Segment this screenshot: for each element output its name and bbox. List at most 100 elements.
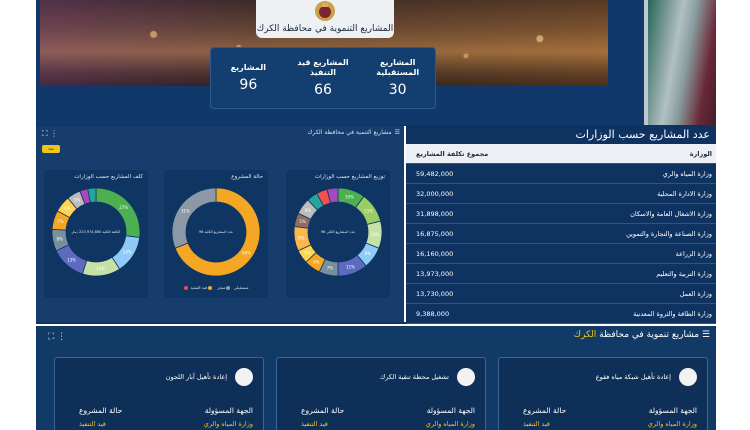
donut-chart-costs[interactable]: 27% 14% 14% 13% 8% 7% 6%5% الكلفة الكلية 223,97… (48, 184, 144, 280)
status-legend: مستقبلي منجز قيد التنفيذ (164, 285, 268, 290)
flag-image (648, 0, 716, 125)
hero-badge: المشاريع التنموية في محافظة الكرك (256, 0, 394, 38)
table-row[interactable]: وزارة التربية والتعليم 13,973,000 (406, 264, 716, 284)
legend-item[interactable]: منجز (217, 285, 231, 290)
ministry-table-panel: عدد المشاريع حسب الوزارات الوزارة مجموع … (404, 126, 716, 324)
donut-slice[interactable] (326, 187, 339, 204)
card-title: كلف المشاريع حسب الوزارات (74, 174, 143, 180)
ministry-cost: 32,000,000 (416, 189, 454, 198)
table-row[interactable]: وزارة الصناعة والتجارة والتموين 16,875,00… (406, 224, 716, 244)
projects-section: ⛶ ⋮ ☰ مشاريع تنموية في محافظة الكرك إعاد… (36, 324, 716, 430)
slice-label: 6% (313, 259, 320, 264)
ministry-name: وزارة العمل (679, 289, 712, 298)
status-value: قيد التنفيذ (523, 420, 550, 428)
slice-label: 5% (74, 198, 81, 203)
projects-section-title: ☰ مشاريع تنموية في محافظة الكرك (573, 330, 710, 340)
ministry-name: وزارة الصناعة والتجارة والتموين (626, 229, 712, 238)
stat-label: المشاريع المستقبلية (376, 58, 420, 77)
card-title: توزيع المشاريع حسب الوزارات (314, 174, 385, 180)
column-header[interactable]: الوزارة (689, 149, 712, 158)
status-label: حالة المشروع (523, 406, 567, 415)
charts-panel: ⛶ ⋮ ☰مشاريع التنمية في محافظة الكرك عدد … (36, 126, 404, 322)
ministry-name: وزارة الاشغال العامة والاسكان (630, 209, 712, 218)
slice-label: 14% (123, 249, 132, 254)
status-value: قيد التنفيذ (301, 420, 328, 428)
entity-value: وزارة المياه والري (203, 420, 253, 428)
ministry-cost: 31,898,000 (416, 209, 454, 218)
donut-slice[interactable] (171, 187, 217, 249)
table-row[interactable]: وزارة الطاقة والثروة المعدنية 9,388,000 (406, 304, 716, 324)
project-title: تشغيل محطة تنقية الكرك (379, 373, 449, 381)
entity-label: الجهة المسؤولة (648, 406, 697, 415)
slice-label: 10% (345, 194, 354, 199)
slice-label: 7% (57, 219, 64, 224)
card-title: حالة المشروع (231, 174, 263, 180)
jordan-emblem-icon (315, 1, 335, 21)
table-row[interactable]: وزارة الزراعة 16,160,000 (406, 244, 716, 264)
project-card[interactable]: إعادة تأهيل شبكة مياه فقوع الجهة المسؤولة… (498, 357, 708, 430)
slice-label: 11% (364, 209, 373, 214)
ministry-name: وزارة الطاقة والثروة المعدنية (633, 309, 712, 318)
slice-label: 5% (304, 250, 311, 255)
charts-panel-title: ☰مشاريع التنمية في محافظة الكرك (307, 129, 400, 136)
stat-value: 66 (314, 82, 332, 98)
slice-label: 7% (327, 266, 334, 271)
ministry-cost: 13,730,000 (416, 289, 454, 298)
slice-label: 31% (181, 209, 190, 214)
ministry-cost: 13,973,000 (416, 269, 454, 278)
donut-chart-distribution[interactable]: 10%11%10%8%11%7%6%5%9%5%6%عدد المشاريع ا… (290, 184, 386, 280)
entity-value: وزارة المياه والري (425, 420, 475, 428)
table-row[interactable]: وزارة الاشغال العامة والاسكان 31,898,000 (406, 204, 716, 224)
stat-label: المشاريع (230, 63, 266, 72)
status-value: قيد التنفيذ (79, 420, 106, 428)
ministry-cost: 9,388,000 (416, 309, 450, 318)
menu-icon[interactable]: ☰ (701, 330, 710, 340)
slice-label: 11% (346, 264, 355, 269)
project-title: إعادة تأهيل آبار اللجون (165, 373, 227, 381)
dashboard-page: المشاريع التنموية في محافظة الكرك المشار… (36, 0, 716, 430)
ministry-name: وزارة الادارة المحلية (657, 189, 712, 198)
donut-slice[interactable] (174, 187, 261, 277)
table-header-row: الوزارة مجموع تكلفة المشاريع (406, 144, 716, 164)
slice-label: 8% (365, 251, 372, 256)
table-row[interactable]: وزارة الادارة المحلية 32,000,000 (406, 184, 716, 204)
card-status: حالة المشروع 69% 31% عدد المشاريع الكلية 9… (164, 170, 268, 298)
donut-center-label: عدد المشاريع الكلي 96 (321, 230, 355, 234)
card-costs: كلف المشاريع حسب الوزارات 27% 14% 14% 13% 8%… (44, 170, 148, 298)
project-title: إعادة تأهيل شبكة مياه فقوع (595, 373, 671, 381)
ministry-table: الوزارة مجموع تكلفة المشاريع وزارة الميا… (406, 144, 716, 324)
stat-in-progress: المشاريع قيد التنفيذ 66 (286, 48, 361, 108)
project-card[interactable]: إعادة تأهيل آبار اللجون الجهة المسؤولة حال… (54, 357, 264, 430)
legend-item[interactable]: مستقبلي (183, 285, 249, 290)
stat-value: 30 (388, 82, 407, 98)
filter-button[interactable]: عدد (42, 145, 60, 153)
donut-center-label: عدد المشاريع الكلية 96 (199, 230, 233, 234)
stat-projects: المشاريع 96 (211, 48, 286, 108)
ministry-emblem-icon (235, 368, 253, 386)
stat-value: 96 (239, 77, 258, 93)
menu-icon[interactable]: ☰ (394, 129, 400, 136)
table-title: عدد المشاريع حسب الوزارات (575, 128, 710, 141)
entity-value: وزارة المياه والري (647, 420, 697, 428)
ministry-name: وزارة المياه والري (662, 169, 712, 178)
ministry-cost: 59,482,000 (416, 169, 454, 178)
slice-label: 14% (96, 266, 105, 271)
project-card[interactable]: تشغيل محطة تنقية الكرك الجهة المسؤولة حالة… (276, 357, 486, 430)
legend-item[interactable]: قيد التنفيذ (190, 285, 213, 290)
table-row[interactable]: وزارة المياه والري 59,482,000 (406, 164, 716, 184)
section-tools[interactable]: ⛶ ⋮ (48, 332, 67, 342)
donut-slice[interactable] (87, 187, 97, 203)
table-row[interactable]: وزارة العمل 13,730,000 (406, 284, 716, 304)
status-label: حالة المشروع (301, 406, 345, 415)
ministry-name: وزارة الزراعة (675, 249, 712, 258)
slice-label: 27% (119, 205, 128, 210)
entity-label: الجهة المسؤولة (204, 406, 253, 415)
column-header[interactable]: مجموع تكلفة المشاريع (416, 149, 489, 158)
slice-label: 10% (370, 232, 379, 237)
ministry-name: وزارة التربية والتعليم (656, 269, 712, 278)
donut-chart-status[interactable]: 69% 31% عدد المشاريع الكلية 96 (168, 184, 264, 280)
entity-label: الجهة المسؤولة (426, 406, 475, 415)
slice-label: 6% (64, 206, 71, 211)
panel-tools[interactable]: ⛶ ⋮ (42, 129, 59, 138)
card-distribution: توزيع المشاريع حسب الوزارات 10% 11% 10% 8% 1… (286, 170, 390, 298)
